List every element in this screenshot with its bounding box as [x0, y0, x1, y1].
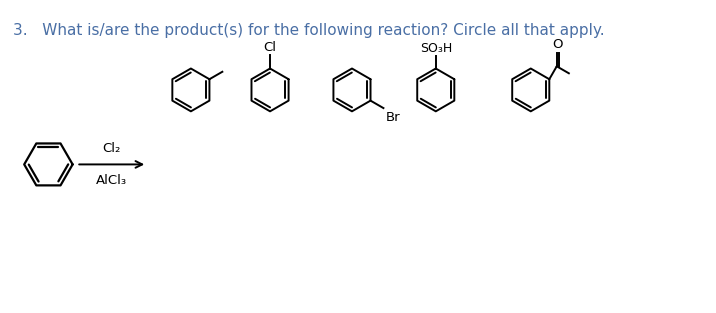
Text: Cl₂: Cl₂: [102, 142, 121, 155]
Text: SO₃H: SO₃H: [420, 42, 452, 54]
Text: 3.   What is/are the product(s) for the following reaction? Circle all that appl: 3. What is/are the product(s) for the fo…: [13, 23, 604, 38]
Text: AlCl₃: AlCl₃: [96, 174, 127, 187]
Text: Cl: Cl: [263, 41, 276, 54]
Text: O: O: [553, 38, 563, 51]
Text: Br: Br: [385, 111, 400, 124]
